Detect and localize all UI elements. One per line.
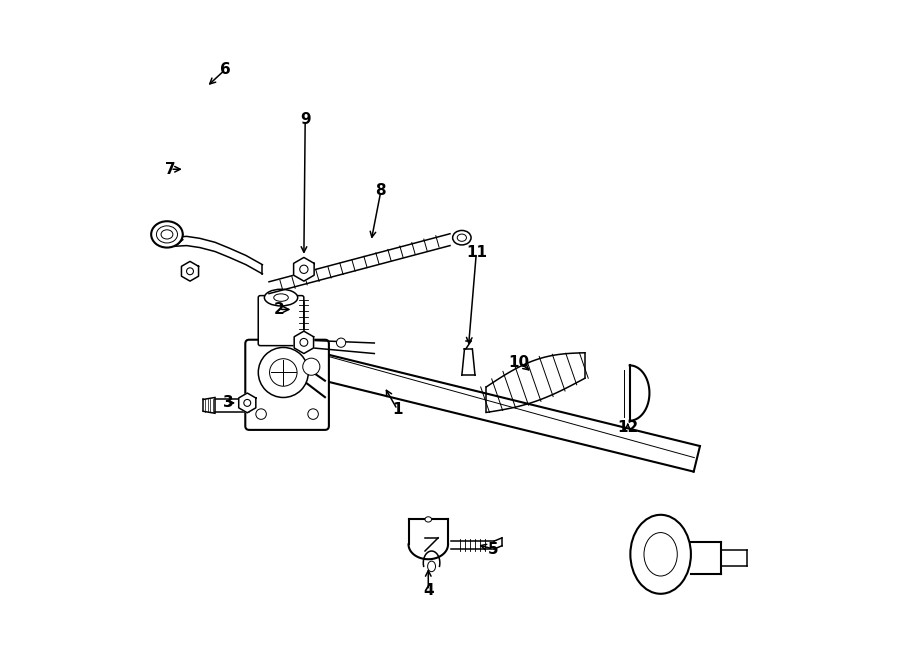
Polygon shape [293,257,314,281]
Text: 6: 6 [220,62,230,77]
Text: 2: 2 [274,302,284,317]
Ellipse shape [308,408,319,419]
Text: 5: 5 [488,541,499,557]
Text: 1: 1 [392,402,402,417]
Text: 4: 4 [423,583,434,598]
Ellipse shape [453,231,471,245]
Polygon shape [238,393,256,412]
FancyBboxPatch shape [258,295,304,346]
Ellipse shape [151,221,183,248]
FancyBboxPatch shape [246,340,328,430]
Ellipse shape [630,515,691,594]
Ellipse shape [265,290,298,306]
Text: 9: 9 [300,112,310,128]
Text: 11: 11 [466,245,487,260]
Text: 3: 3 [223,395,233,410]
Text: 7: 7 [165,162,176,176]
Polygon shape [294,331,313,354]
Ellipse shape [337,338,346,347]
Ellipse shape [256,408,266,419]
Polygon shape [182,261,199,281]
Text: 10: 10 [508,354,530,369]
Ellipse shape [302,358,320,375]
Ellipse shape [425,517,432,522]
Text: 12: 12 [617,420,638,436]
Ellipse shape [258,348,309,397]
Text: 8: 8 [375,184,386,198]
